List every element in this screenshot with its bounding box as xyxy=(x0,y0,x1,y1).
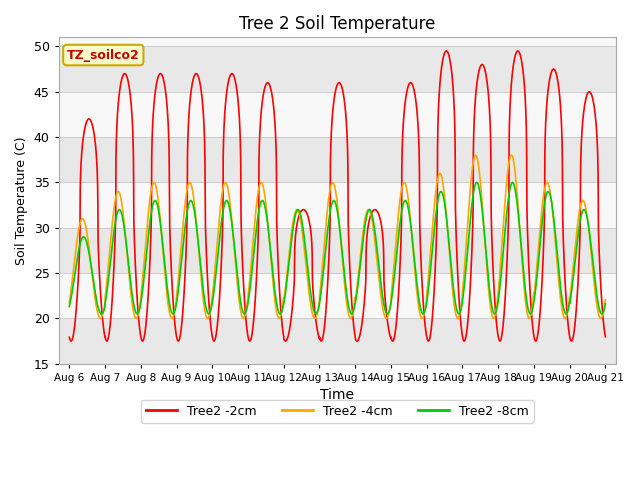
Line: Tree2 -4cm: Tree2 -4cm xyxy=(69,155,605,318)
Tree2 -4cm xyxy=(65,300,73,306)
Tree2 -4cm xyxy=(601,300,609,306)
Tree2 -8cm xyxy=(169,311,177,317)
Tree2 -4cm xyxy=(602,297,609,303)
Tree2 -2cm xyxy=(162,89,170,95)
Bar xyxy=(59,137,616,182)
Tree2 -4cm xyxy=(317,278,325,284)
Y-axis label: Soil Temperature (C): Soil Temperature (C) xyxy=(15,136,28,265)
Tree2 -8cm xyxy=(488,303,495,309)
Tree2 -2cm xyxy=(428,322,436,327)
Tree2 -8cm xyxy=(65,304,73,310)
Tree2 -8cm xyxy=(602,301,609,307)
Text: TZ_soilco2: TZ_soilco2 xyxy=(67,48,140,61)
Tree2 -2cm xyxy=(282,338,289,344)
Bar xyxy=(59,273,616,318)
Bar xyxy=(59,47,616,92)
Tree2 -8cm xyxy=(509,180,516,185)
Tree2 -8cm xyxy=(458,305,465,311)
Tree2 -2cm xyxy=(601,331,609,337)
Tree2 -2cm xyxy=(602,334,609,340)
Tree2 -2cm xyxy=(488,239,496,244)
Tree2 -8cm xyxy=(162,270,170,276)
Title: Tree 2 Soil Temperature: Tree 2 Soil Temperature xyxy=(239,15,436,33)
Legend: Tree2 -2cm, Tree2 -4cm, Tree2 -8cm: Tree2 -2cm, Tree2 -4cm, Tree2 -8cm xyxy=(141,400,534,423)
Tree2 -4cm xyxy=(383,315,390,321)
Tree2 -8cm xyxy=(601,303,609,309)
Bar xyxy=(59,182,616,228)
Bar xyxy=(59,318,616,364)
Tree2 -2cm xyxy=(65,335,73,340)
Tree2 -2cm xyxy=(458,327,465,333)
Tree2 -8cm xyxy=(317,288,325,293)
Tree2 -4cm xyxy=(428,233,436,239)
Bar xyxy=(59,228,616,273)
Tree2 -4cm xyxy=(472,152,479,158)
Bar xyxy=(59,92,616,137)
Tree2 -4cm xyxy=(488,312,496,318)
Line: Tree2 -8cm: Tree2 -8cm xyxy=(69,182,605,314)
Tree2 -4cm xyxy=(162,278,170,284)
Tree2 -2cm xyxy=(317,338,325,344)
Line: Tree2 -2cm: Tree2 -2cm xyxy=(69,51,605,341)
X-axis label: Time: Time xyxy=(321,388,355,402)
Tree2 -2cm xyxy=(442,48,450,54)
Tree2 -4cm xyxy=(458,301,465,307)
Tree2 -8cm xyxy=(428,253,436,259)
